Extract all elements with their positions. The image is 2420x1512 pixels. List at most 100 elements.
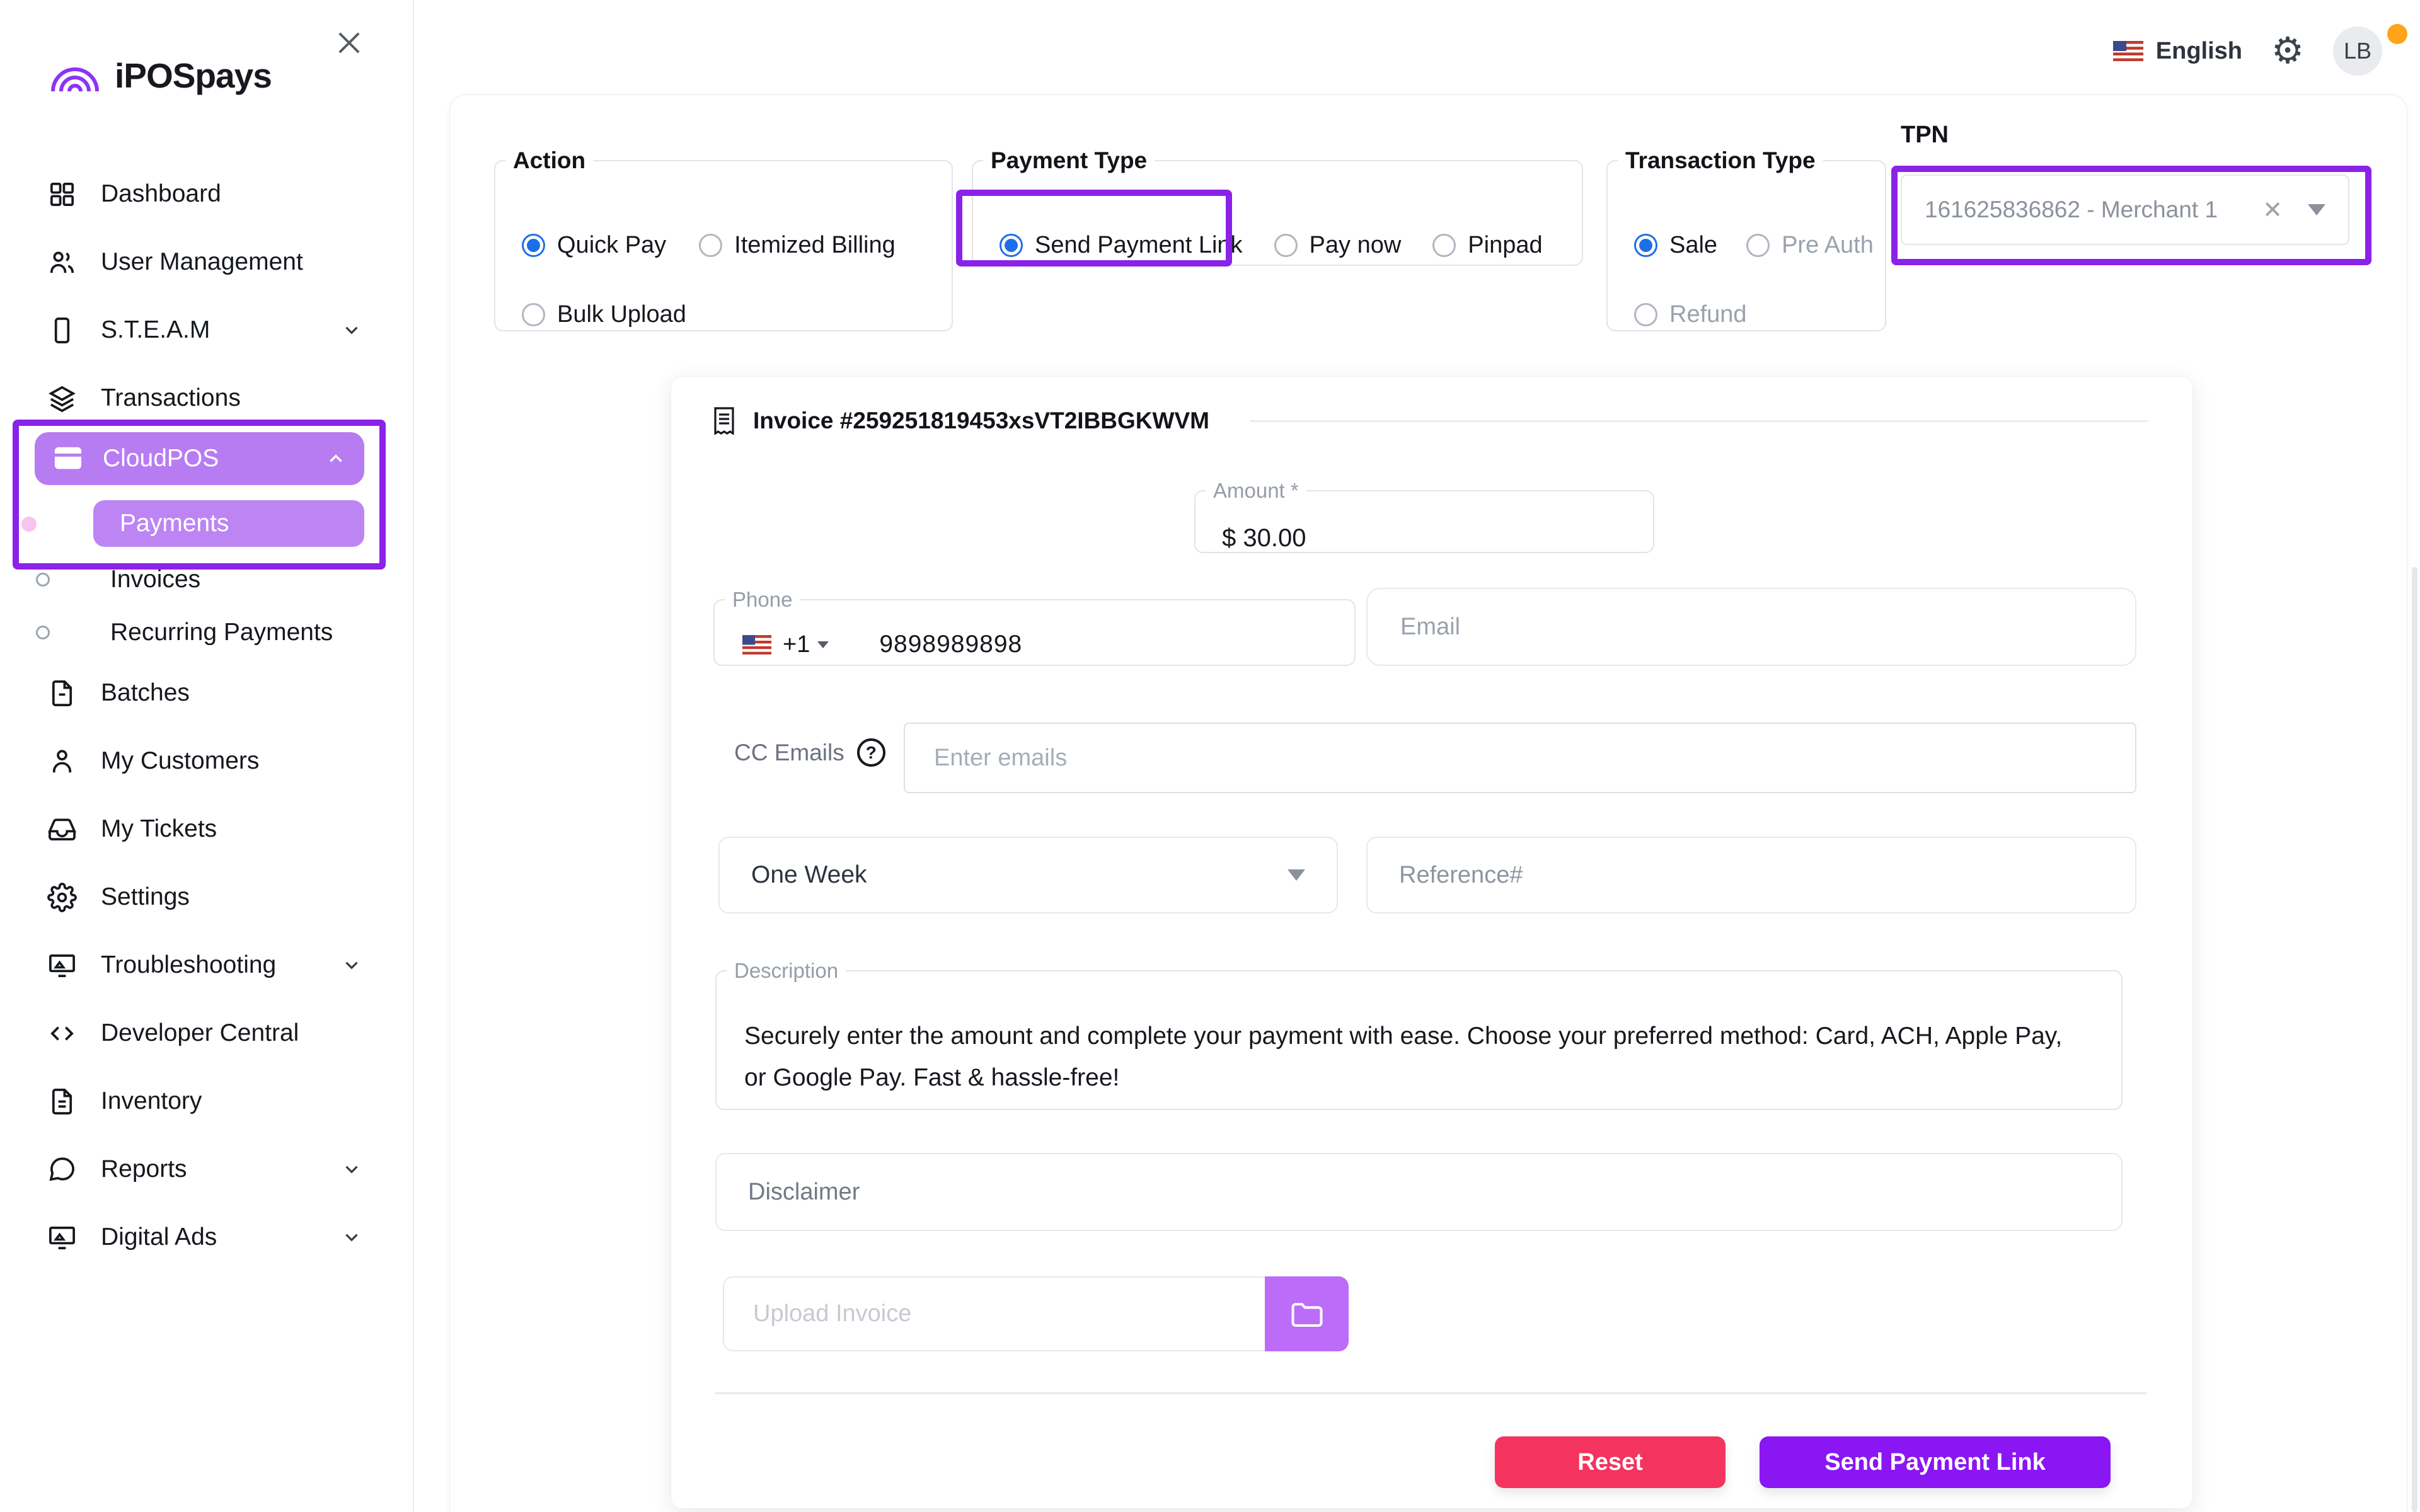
sidebar-item-settings[interactable]: Settings [0,863,413,931]
tpn-select[interactable]: 161625836862 - Merchant 1 ✕ [1901,175,2349,245]
close-sidebar-icon[interactable] [333,26,366,59]
sidebar-item-label: Invoices [110,566,201,593]
radio-label: Sale [1669,232,1718,258]
phone-number-value[interactable]: 9898989898 [879,631,1023,658]
dropdown-caret-icon[interactable] [2308,204,2325,215]
cc-emails-label: CC Emails [734,739,844,765]
sidebar-item-label: My Customers [101,747,260,774]
screen-icon [47,1223,77,1252]
invoice-header: Invoice #259251819453xsVT2IBBGKWVM [713,407,2148,435]
chevron-down-icon [341,1227,362,1248]
sidebar-item-label: Inventory [101,1087,202,1114]
sidebar-item-label: Settings [101,883,190,910]
sidebar-item-label: S.T.E.A.M [101,316,210,343]
users-icon [47,248,77,277]
rainbow-logo-icon [49,57,101,94]
dial-caret-icon[interactable] [817,641,829,648]
radio-refund[interactable]: Refund [1634,301,1747,328]
main-panel: Action Quick Pay Itemized Billing Bulk U… [449,94,2407,1512]
amount-field[interactable]: Amount * $ 30.00 [1194,479,1654,553]
sidebar-item-label: Digital Ads [101,1223,217,1251]
screen-share-icon [47,951,77,980]
sidebar-item-label: My Tickets [101,815,217,842]
reset-button[interactable]: Reset [1495,1436,1726,1488]
radio-pre-auth[interactable]: Pre Auth [1746,232,1874,259]
sidebar-item-steam[interactable]: S.T.E.A.M [0,296,413,364]
header-divider [1249,420,2148,422]
link-expiry-select[interactable]: One Week [718,837,1338,914]
sidebar-item-recurring-payments[interactable]: Recurring Payments [0,606,413,659]
sidebar-item-transactions[interactable]: Transactions [0,364,413,432]
dropdown-caret-icon [1288,869,1305,881]
scrollbar[interactable] [2412,567,2417,1512]
radio-dot [1274,234,1298,257]
sidebar-item-troubleshooting[interactable]: Troubleshooting [0,931,413,999]
link-expiry-value: One Week [751,861,867,888]
sidebar-item-my-customers[interactable]: My Customers [0,727,413,795]
amount-value: $ 30.00 [1222,524,1306,552]
us-flag-icon[interactable] [742,634,771,655]
sidebar-item-dashboard[interactable]: Dashboard [0,160,413,228]
sidebar-item-my-tickets[interactable]: My Tickets [0,795,413,863]
sidebar-item-developer-central[interactable]: Developer Central [0,999,413,1067]
transaction-type-title: Transaction Type [1625,147,1816,173]
radio-dot [522,234,545,257]
sidebar-item-payments[interactable]: Payments [93,500,364,547]
chat-bubble-icon [47,1155,77,1184]
chevron-down-icon [341,319,362,341]
inbox-icon [47,815,77,844]
upload-invoice-field[interactable] [723,1276,1265,1351]
receipt-icon [713,407,735,435]
disclaimer-field[interactable] [715,1153,2123,1231]
clear-icon[interactable]: ✕ [2262,197,2283,224]
sidebar-item-label: CloudPOS [103,445,219,472]
us-flag-icon [2112,41,2143,61]
dial-code[interactable]: +1 [783,631,810,658]
amount-label: Amount * [1213,479,1299,502]
chevron-down-icon [341,1159,362,1180]
radio-dot [522,303,545,326]
radio-label: Itemized Billing [734,232,896,258]
sidebar-item-cloudpos[interactable]: CloudPOS [35,432,364,485]
radio-pinpad[interactable]: Pinpad [1432,232,1543,259]
sidebar-item-user-management[interactable]: User Management [0,228,413,296]
cc-emails-field[interactable] [904,723,2136,793]
person-icon [47,747,77,776]
settings-gear-icon[interactable]: ⚙ [2271,30,2304,71]
phone-field[interactable]: Phone +1 9898989898 [713,588,1356,666]
radio-send-payment-link[interactable]: Send Payment Link [1000,232,1243,259]
bullet-icon [36,573,50,587]
gear-icon [47,882,77,912]
chevron-down-icon [341,954,362,976]
smartphone-icon [47,316,77,345]
avatar[interactable]: LB [2333,26,2382,76]
sidebar-item-reports[interactable]: Reports [0,1135,413,1203]
reference-field[interactable] [1366,837,2136,914]
radio-dot [1634,303,1657,326]
radio-itemized-billing[interactable]: Itemized Billing [699,232,896,259]
language-selector[interactable]: English [2112,38,2242,65]
sidebar-item-digital-ads[interactable]: Digital Ads [0,1203,413,1271]
description-value: Securely enter the amount and complete y… [744,1022,2063,1091]
sidebar-item-batches[interactable]: Batches [0,659,413,727]
sidebar-item-invoices[interactable]: Invoices [0,553,413,606]
description-field[interactable]: Description Securely enter the amount an… [715,959,2123,1110]
radio-dot [699,234,723,257]
upload-browse-button[interactable] [1265,1276,1349,1351]
email-field[interactable] [1366,588,2136,666]
radio-quick-pay[interactable]: Quick Pay [522,232,666,259]
sidebar-item-label: Recurring Payments [110,619,333,646]
radio-sale[interactable]: Sale [1634,232,1717,259]
sidebar-item-inventory[interactable]: Inventory [0,1067,413,1135]
radio-pay-now[interactable]: Pay now [1274,232,1402,259]
topbar-actions: English ⚙ LB [2112,26,2382,76]
chevron-up-icon [325,448,347,469]
help-circle-icon[interactable]: ? [856,738,885,767]
active-bullet-icon [21,517,37,532]
radio-bulk-upload[interactable]: Bulk Upload [522,301,686,328]
radio-label: Pay now [1309,232,1402,258]
send-payment-link-button[interactable]: Send Payment Link [1760,1436,2111,1488]
radio-dot [1634,234,1657,257]
payment-type-title: Payment Type [991,147,1148,173]
